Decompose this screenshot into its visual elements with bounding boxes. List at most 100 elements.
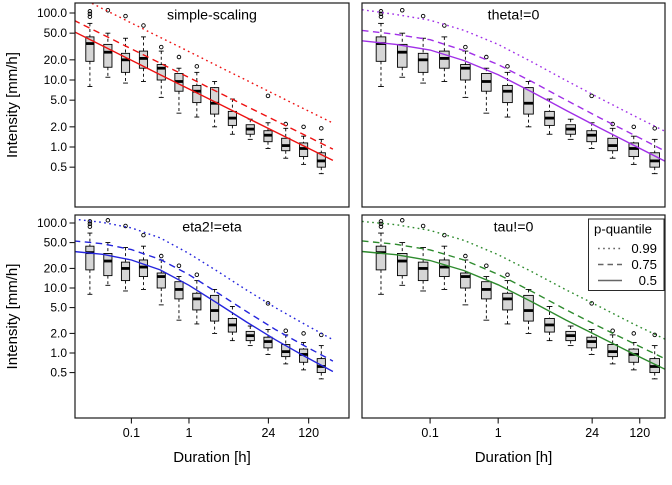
outlier-point (652, 332, 657, 338)
box-iqr (85, 36, 95, 62)
boxplot (481, 54, 492, 114)
legend-box (588, 218, 665, 291)
boxplot (502, 64, 513, 118)
outlier-point (505, 272, 510, 277)
box-iqr (396, 43, 408, 68)
outlier-point (87, 221, 93, 227)
y-tick-label: 10.0 (44, 73, 68, 87)
panel-border (74, 2, 350, 208)
outlier-point (87, 224, 93, 229)
legend-title: p-quantile (594, 222, 652, 237)
boxplot (85, 9, 95, 87)
boxplot (120, 223, 131, 292)
boxplot (628, 331, 640, 371)
outlier-point (176, 54, 182, 60)
boxplot (396, 218, 408, 286)
box-iqr (523, 87, 534, 115)
boxplot (263, 301, 273, 355)
boxplot (565, 325, 576, 347)
box-iqr (120, 261, 131, 282)
boxplot (396, 7, 408, 78)
x-tick-label: 120 (298, 426, 319, 440)
boxplot (481, 263, 492, 321)
box-iqr (210, 294, 220, 322)
legend: p-quantile 0.990.750.5 (588, 218, 665, 291)
outlier-point (265, 93, 271, 99)
panel-title: theta!=0 (488, 8, 540, 24)
box-iqr (502, 292, 513, 311)
outlier-point (378, 11, 384, 17)
quantile-curve-q99 (362, 9, 665, 133)
boxplot (628, 124, 640, 165)
y-tick-label: 100.0 (37, 6, 67, 20)
quantile-curve-q50 (75, 31, 334, 162)
outlier-point (589, 93, 594, 99)
y-axis-title: Intensity [mm/h] (4, 52, 21, 158)
outlier-point (399, 218, 405, 223)
boxplot (460, 253, 471, 306)
outlier-point (105, 218, 111, 223)
outlier-point (176, 263, 182, 268)
outlier-point (442, 23, 447, 28)
boxplot (607, 121, 618, 159)
x-tick-label: 24 (585, 426, 599, 440)
x-tick-label: 0.1 (421, 426, 438, 440)
quantile-curve-q75 (75, 20, 334, 150)
box-iqr (192, 84, 202, 104)
outlier-point (505, 64, 510, 69)
y-tick-label: 0.5 (50, 366, 67, 380)
quantile-curve-q99 (362, 220, 665, 340)
panel-title: eta2!=eta (182, 220, 242, 236)
y-tick-label: 20.0 (44, 261, 68, 275)
boxplot (263, 93, 273, 149)
outlier-point (378, 224, 384, 229)
outlier-point (378, 9, 384, 14)
outlier-point (141, 232, 146, 238)
outlier-point (442, 232, 447, 238)
box-iqr (210, 87, 220, 115)
box-iqr (502, 84, 513, 104)
boxplot (316, 126, 326, 175)
boxplot (299, 331, 309, 371)
outlier-point (652, 126, 657, 131)
legend-label: 0.5 (639, 273, 657, 288)
x-tick-label: 120 (629, 426, 650, 440)
boxplot (417, 13, 429, 84)
panel-border (361, 2, 666, 208)
panel-tau-0 (362, 218, 665, 380)
quantile-curve-q75 (362, 240, 665, 360)
panel-title: tau!=0 (494, 220, 534, 236)
y-tick-label: 1.0 (50, 140, 67, 154)
panel-border (361, 214, 666, 419)
panel-simple-scaling (75, 3, 334, 175)
boxplot (544, 306, 555, 342)
quantile-curve-q99 (75, 218, 334, 341)
box-iqr (417, 52, 429, 73)
quantile-curve-q75 (362, 29, 665, 152)
box-iqr (396, 253, 408, 277)
outlier-point (87, 11, 93, 17)
outlier-point (631, 331, 637, 336)
boxplot (85, 219, 95, 295)
outlier-point (463, 44, 468, 50)
boxplot (439, 232, 450, 290)
outlier-point (141, 23, 146, 28)
box-iqr (103, 43, 113, 68)
outlier-point (194, 272, 200, 277)
boxplot (417, 223, 429, 292)
box-iqr (120, 52, 131, 73)
outlier-point (420, 13, 426, 19)
boxplot (174, 263, 184, 321)
outlier-point (420, 223, 426, 229)
box-iqr (460, 64, 471, 81)
quantile-curve-q99 (89, 3, 334, 124)
box-iqr (103, 253, 113, 277)
outlier-point (159, 44, 164, 50)
boxplot (245, 325, 255, 347)
boxplot (439, 23, 450, 82)
box-iqr (156, 64, 166, 81)
outlier-point (589, 301, 594, 306)
box-iqr (156, 272, 166, 289)
